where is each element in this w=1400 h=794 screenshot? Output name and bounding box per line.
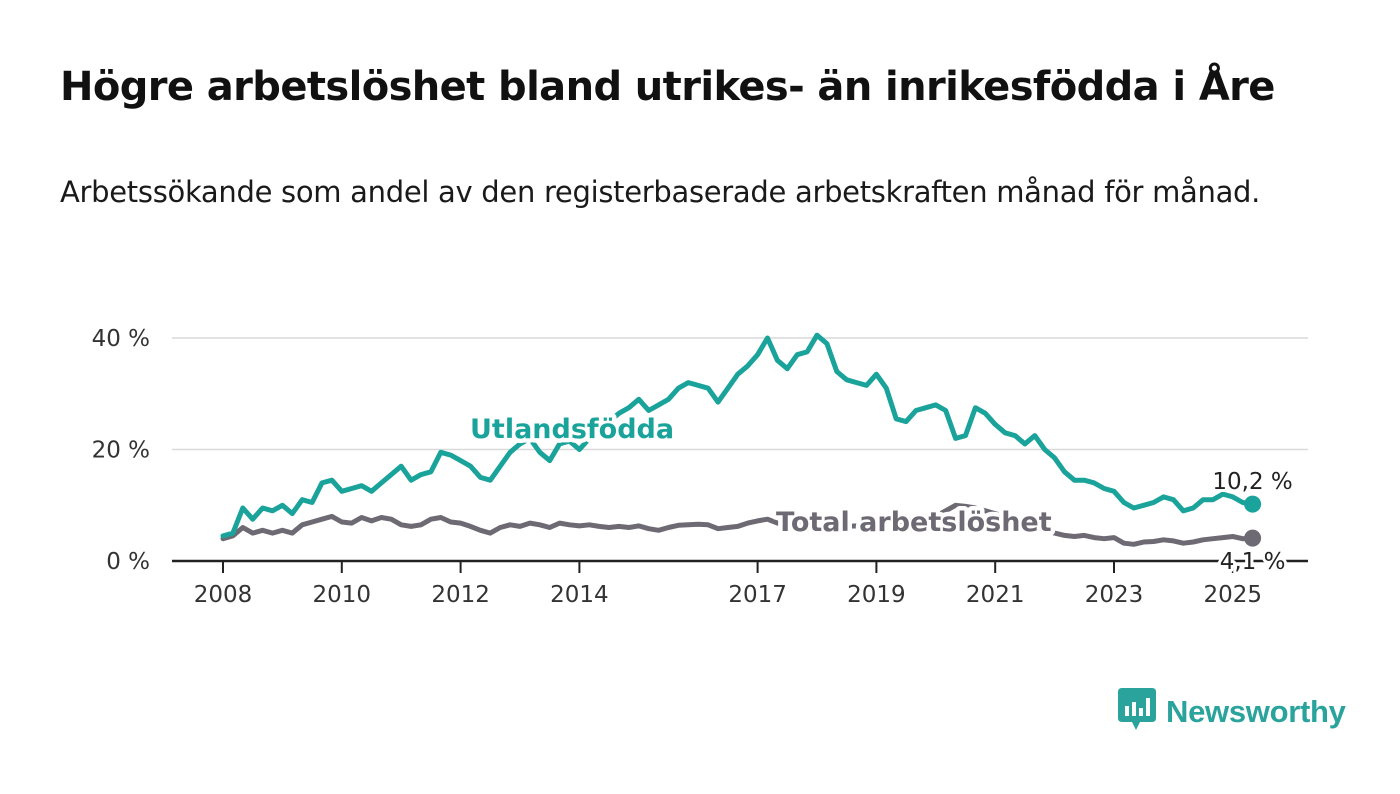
x-tick-label: 2021 (966, 582, 1025, 608)
brand-logo[interactable]: Newsworthy (1118, 688, 1346, 736)
x-tick-label: 2012 (431, 582, 490, 608)
chart-title: Högre arbetslöshet bland utrikes- än inr… (60, 64, 1275, 110)
series-name-label: Utlandsfödda (470, 414, 674, 445)
y-tick-label: 0 % (106, 549, 150, 575)
series-name-label: Total arbetslöshet (776, 507, 1052, 538)
series-end-point (1244, 495, 1262, 513)
x-tick-label: 2019 (847, 582, 906, 608)
x-tick-label: 2023 (1085, 582, 1144, 608)
x-tick-label: 2017 (728, 582, 787, 608)
brand-name: Newsworthy (1166, 694, 1346, 729)
y-tick-label: 40 % (92, 326, 150, 352)
x-tick-label: 2025 (1204, 582, 1263, 608)
series-line-utlandsfodda (220, 332, 1256, 539)
series-end-label: 4,1 % (1220, 549, 1286, 575)
series-line-total (220, 502, 1256, 547)
newsworthy-bar-chart-icon (1118, 688, 1156, 736)
x-tick-label: 2014 (550, 582, 609, 608)
series-end-point (1244, 529, 1262, 547)
series-end-label: 10,2 % (1212, 469, 1292, 495)
x-tick-label: 2008 (194, 582, 253, 608)
chart-subtitle: Arbetssökande som andel av den registerb… (60, 175, 1261, 209)
y-tick-label: 20 % (92, 438, 150, 464)
x-tick-label: 2010 (313, 582, 372, 608)
